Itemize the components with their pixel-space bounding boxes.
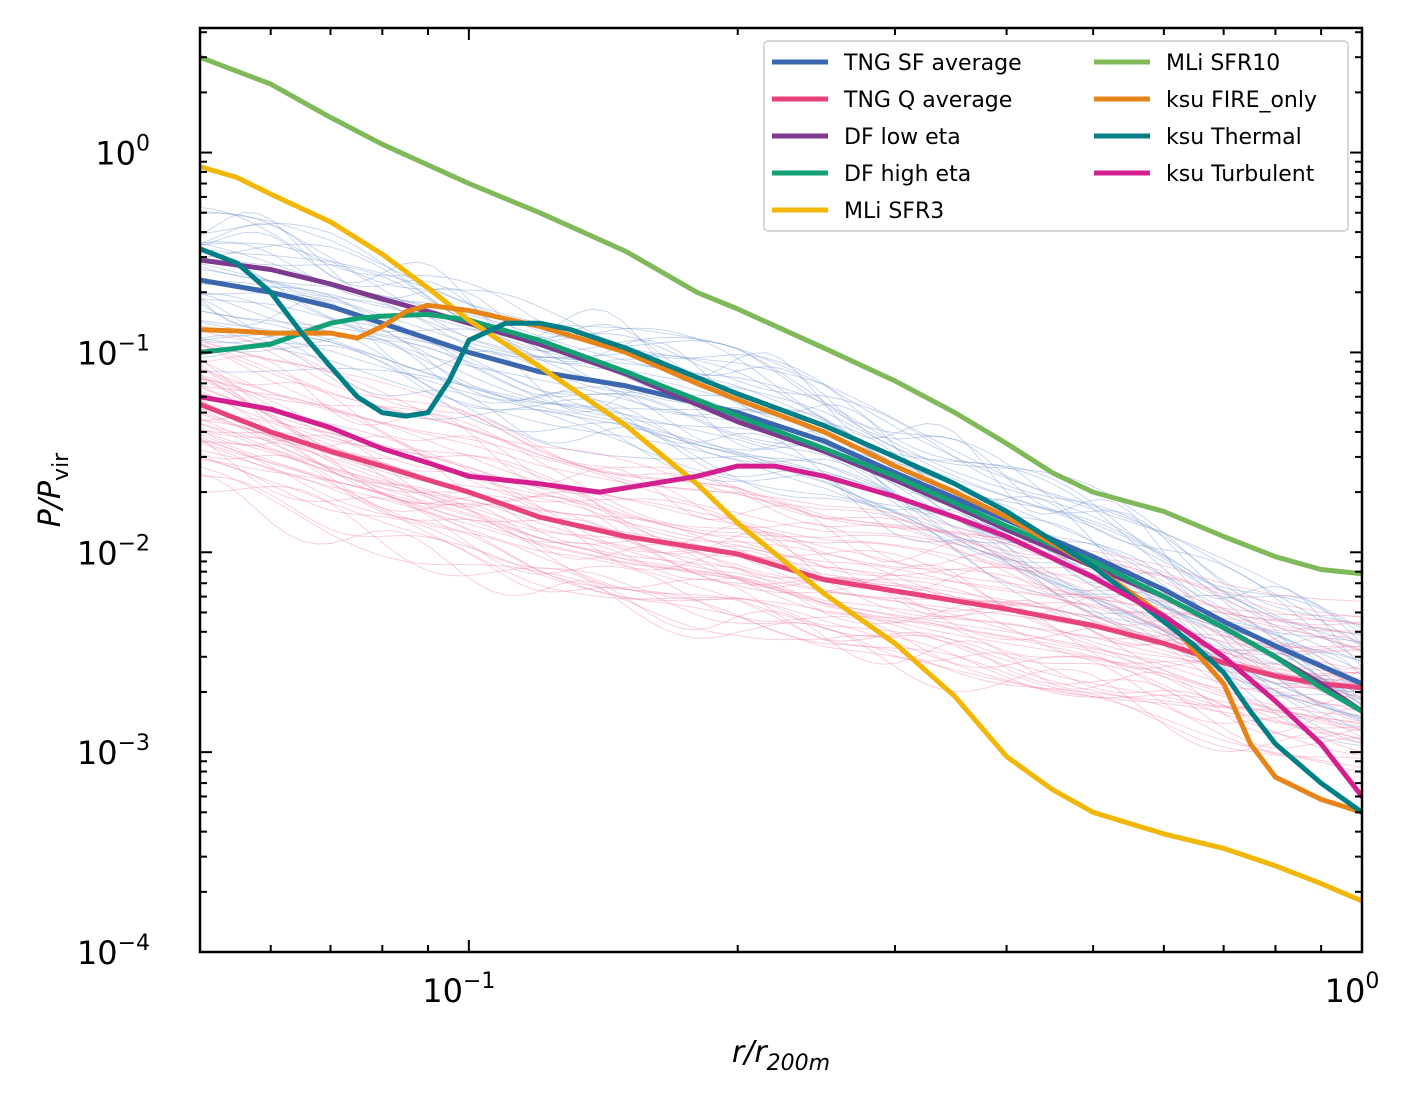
background-line-1-44 <box>200 385 1362 655</box>
background-realization-lines <box>200 206 1362 774</box>
plot-frame <box>198 26 1364 954</box>
legend-label-4: MLi SFR3 <box>844 199 944 224</box>
legend-label-6: ksu FIRE_only <box>1166 88 1317 113</box>
y-tick-label-1: 10−1 <box>77 331 150 372</box>
background-line-0-16 <box>200 298 1362 677</box>
legend-label-8: ksu Turbulent <box>1166 162 1315 187</box>
series-line-6 <box>200 302 1362 815</box>
legend-label-2: DF low eta <box>844 125 961 150</box>
background-line-1-54 <box>200 422 1362 717</box>
background-line-0-8 <box>200 262 1362 663</box>
background-line-1-25 <box>200 329 1362 651</box>
series-line-4 <box>200 164 1362 904</box>
background-line-1-6 <box>200 418 1362 724</box>
background-line-0-23 <box>200 210 1362 645</box>
series-line-8 <box>200 394 1362 799</box>
background-line-0-6 <box>200 212 1362 668</box>
background-line-0-5 <box>200 206 1362 661</box>
background-line-0-33 <box>200 292 1362 745</box>
background-line-1-41 <box>200 458 1362 731</box>
legend-label-3: DF high eta <box>844 162 971 187</box>
background-line-1-10 <box>200 442 1362 693</box>
background-line-1-15 <box>200 392 1362 711</box>
background-line-1-49 <box>200 399 1362 732</box>
background-line-0-21 <box>200 337 1362 723</box>
background-line-1-24 <box>200 368 1362 651</box>
x-axis-label: r/r200m <box>732 1035 830 1076</box>
legend-label-1: TNG Q average <box>843 88 1012 113</box>
series-lines <box>200 54 1362 904</box>
background-line-0-17 <box>200 263 1362 652</box>
background-line-1-13 <box>200 439 1362 774</box>
background-line-1-3 <box>200 412 1362 653</box>
background-line-1-31 <box>200 377 1362 677</box>
background-line-0-22 <box>200 248 1362 630</box>
y-tick-label-2: 10−2 <box>77 531 150 572</box>
legend-label-5: MLi SFR10 <box>1166 51 1280 76</box>
legend-label-0: TNG SF average <box>843 51 1022 76</box>
background-line-1-20 <box>200 440 1362 759</box>
background-line-1-28 <box>200 440 1362 749</box>
legend-box <box>763 40 1349 232</box>
y-tick-label-3: 10−3 <box>77 731 150 772</box>
background-line-0-28 <box>200 232 1362 645</box>
background-line-1-5 <box>200 486 1362 753</box>
legend: TNG SF average TNG Q average DF low eta DF … <box>763 40 1349 232</box>
x-tick-label-1: 100 <box>1325 969 1380 1010</box>
background-line-0-37 <box>200 297 1362 696</box>
background-line-1-40 <box>200 434 1362 708</box>
background-line-1-8 <box>200 457 1362 726</box>
tick-labels: 10−1 100 100 10−1 10−2 10−3 10−4 <box>77 132 1380 1010</box>
background-line-1-26 <box>200 417 1362 723</box>
background-line-1-22 <box>200 368 1362 602</box>
background-line-0-12 <box>200 212 1362 635</box>
y-tick-label-0: 100 <box>95 132 150 173</box>
background-line-1-32 <box>200 342 1362 624</box>
y-axis-label: P/Pvir <box>33 452 74 527</box>
background-line-1-53 <box>200 449 1362 740</box>
background-line-1-43 <box>200 453 1362 686</box>
background-line-0-26 <box>200 243 1362 635</box>
background-line-1-46 <box>200 340 1362 617</box>
background-line-0-18 <box>200 242 1362 645</box>
background-line-0-36 <box>200 249 1362 626</box>
y-tick-label-4: 10−4 <box>77 931 150 972</box>
background-line-1-52 <box>200 475 1362 739</box>
series-line-7 <box>200 246 1362 815</box>
background-line-1-37 <box>200 378 1362 690</box>
background-line-1-30 <box>200 437 1362 738</box>
background-line-1-18 <box>200 454 1362 769</box>
background-line-1-21 <box>200 339 1362 626</box>
background-line-0-10 <box>200 292 1362 701</box>
background-line-0-20 <box>200 344 1362 747</box>
background-line-1-4 <box>200 473 1362 734</box>
background-line-1-48 <box>200 343 1362 636</box>
background-line-1-14 <box>200 429 1362 710</box>
background-line-0-29 <box>200 330 1362 686</box>
background-line-1-29 <box>200 325 1362 626</box>
background-line-1-50 <box>200 344 1362 618</box>
background-line-0-24 <box>200 320 1362 695</box>
background-line-1-12 <box>200 385 1362 679</box>
x-tick-label-0: 10−1 <box>422 969 495 1010</box>
background-line-0-25 <box>200 242 1362 683</box>
background-line-1-1 <box>200 374 1362 685</box>
background-line-1-38 <box>200 466 1362 753</box>
series-line-3 <box>200 311 1362 714</box>
background-line-1-42 <box>200 407 1362 712</box>
background-line-1-9 <box>200 430 1362 757</box>
series-line-5 <box>200 54 1362 577</box>
legend-label-7: ksu Thermal <box>1166 125 1302 150</box>
background-line-1-51 <box>200 399 1362 729</box>
background-line-0-4 <box>200 222 1362 643</box>
background-line-1-35 <box>200 418 1362 743</box>
background-line-1-19 <box>200 374 1362 651</box>
